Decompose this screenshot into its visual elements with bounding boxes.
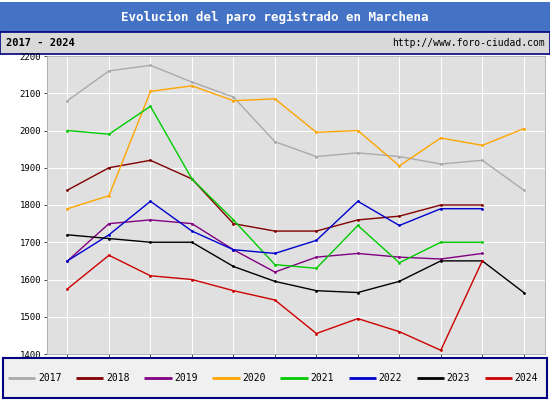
Text: 2023: 2023 (447, 373, 470, 383)
Text: Evolucion del paro registrado en Marchena: Evolucion del paro registrado en Marchen… (121, 10, 429, 24)
Text: 2018: 2018 (106, 373, 130, 383)
Text: 2021: 2021 (310, 373, 334, 383)
Text: 2017: 2017 (38, 373, 62, 383)
Text: 2020: 2020 (243, 373, 266, 383)
Text: 2022: 2022 (378, 373, 402, 383)
Text: 2024: 2024 (515, 373, 538, 383)
Text: 2017 - 2024: 2017 - 2024 (6, 38, 74, 48)
Text: 2019: 2019 (174, 373, 198, 383)
Text: http://www.foro-ciudad.com: http://www.foro-ciudad.com (392, 38, 544, 48)
